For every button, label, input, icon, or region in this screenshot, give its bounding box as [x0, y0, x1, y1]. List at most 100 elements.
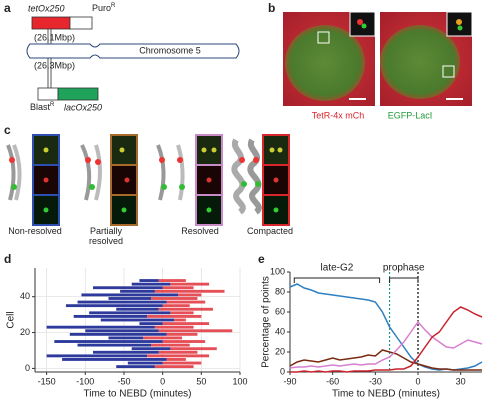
interval-late	[162, 322, 210, 326]
locus	[95, 159, 101, 165]
interval-late	[170, 311, 194, 315]
y-tick-label: 40	[20, 291, 30, 301]
y-tick-label: 20	[275, 346, 285, 356]
state-group	[80, 134, 138, 226]
insert-label: lacOx250	[64, 102, 102, 112]
interval-late	[170, 347, 217, 351]
x-tick-label: 50	[196, 376, 206, 386]
x-tick-label: 100	[232, 376, 247, 386]
series-line	[290, 306, 483, 373]
y-tick-label: 0	[25, 363, 30, 373]
chromatid	[6, 144, 16, 201]
channel-label: EGFP-LacI	[388, 110, 433, 120]
state-label: Resolved	[181, 226, 219, 236]
puro-box	[69, 16, 93, 30]
interval-late	[162, 340, 206, 343]
interval-late	[151, 297, 198, 300]
spot	[456, 19, 462, 25]
y-tick-label: 80	[275, 286, 285, 296]
interval-late	[162, 286, 194, 290]
panel-label: a	[4, 1, 11, 15]
spot	[43, 207, 49, 213]
spot	[121, 207, 127, 213]
interval-early	[116, 365, 155, 369]
x-axis-label: Time to NEBD (minutes)	[84, 389, 192, 400]
locus	[177, 157, 183, 163]
locus	[241, 181, 247, 187]
interval-early	[77, 300, 167, 304]
chromatid	[231, 138, 246, 215]
locus	[159, 157, 165, 163]
lacO-box	[57, 87, 99, 101]
interval-late	[170, 282, 210, 286]
y-tick-label: 40	[275, 326, 285, 336]
state-label: Compacted	[246, 226, 294, 236]
spot	[206, 207, 212, 213]
tetO-box	[31, 16, 71, 30]
thumb	[264, 136, 288, 164]
locus	[161, 184, 167, 190]
interval-early	[93, 350, 159, 354]
locus	[9, 157, 15, 163]
y-tick-label: 60	[275, 306, 285, 316]
locus	[89, 184, 95, 190]
x-tick-label: -50	[117, 376, 130, 386]
spot	[361, 23, 367, 29]
interval-early	[69, 332, 167, 336]
interval-early	[65, 304, 163, 308]
interval-late	[143, 336, 182, 340]
state-group	[156, 134, 223, 226]
interval-late	[166, 300, 206, 304]
locus	[179, 184, 185, 190]
chromatid	[156, 144, 166, 201]
interval-early	[46, 325, 155, 329]
interval-early	[131, 282, 171, 286]
marker-text: Puro	[92, 3, 111, 13]
spot	[119, 147, 125, 153]
marker-sup: R	[50, 102, 55, 108]
x-axis-label: Time to NEBD (minutes)	[332, 389, 440, 400]
panel-label: e	[258, 252, 265, 266]
phase-label: prophase	[383, 263, 425, 274]
interval-late	[154, 325, 194, 329]
interval-late	[151, 343, 190, 347]
x-tick-label: 0	[160, 376, 165, 386]
y-tick-label: 20	[20, 327, 30, 337]
interval-early	[131, 347, 171, 351]
phase-bracket	[293, 277, 381, 283]
x-tick-label: 0	[415, 376, 420, 386]
interval-early	[85, 329, 159, 333]
x-tick-label: -90	[283, 376, 296, 386]
position-label: (26.1Mbp)	[34, 32, 75, 42]
locus	[255, 181, 261, 187]
marker-label: PuroR	[92, 3, 116, 14]
chromosome-label: Chromosome 5	[139, 45, 201, 55]
interval-late	[178, 293, 202, 297]
chromatid	[80, 144, 92, 201]
interval-late	[162, 304, 190, 308]
chromatid	[247, 138, 262, 215]
x-tick-label: -150	[38, 376, 56, 386]
spot	[206, 177, 212, 183]
spot	[277, 147, 283, 153]
interval-early	[116, 307, 159, 311]
interval-early	[54, 340, 163, 343]
locus	[11, 184, 17, 190]
spot	[43, 177, 49, 183]
state-group	[231, 134, 290, 226]
state-group	[6, 134, 60, 226]
x-tick-label: 30	[456, 376, 466, 386]
roi-box	[442, 65, 455, 78]
series-line	[289, 283, 483, 371]
interval-early	[108, 297, 152, 300]
interval-late	[147, 354, 210, 358]
interval-late	[166, 332, 198, 336]
interval-early	[73, 314, 148, 318]
spot	[43, 147, 49, 153]
y-axis-label: Percentage of points	[261, 276, 272, 368]
nucleus	[380, 25, 460, 99]
spot	[124, 177, 130, 183]
interval-late	[158, 350, 198, 354]
chromatid	[94, 144, 102, 201]
